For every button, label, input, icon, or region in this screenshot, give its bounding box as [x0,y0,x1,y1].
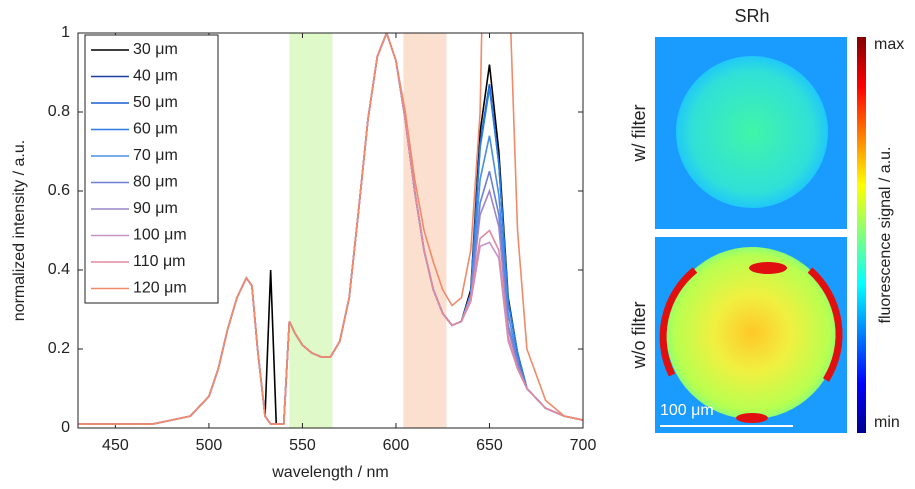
sample-disc [676,56,828,208]
edge-artifact [807,267,843,382]
y-tick-label: 1 [61,24,70,41]
row-label: w/ filter [629,104,649,162]
colorbar [857,37,866,433]
spectrum-chart: 450 500 550 600 650 700 0 0.2 0.4 0.6 0.8 1 waveleng… [11,24,597,481]
series-line [78,33,583,425]
edge-artifact [736,413,768,423]
x-tick-label: 550 [289,437,316,454]
legend-label: 40 μm [133,68,178,85]
x-axis-label: wavelength / nm [271,464,389,481]
legend-label: 120 μm [133,280,187,297]
y-tick-label: 0 [61,419,70,436]
colorbar-max: max [874,36,904,53]
x-tick-label: 500 [196,437,223,454]
image-panel: SRh 100 μm w/ filter w/o filter max min … [629,6,904,433]
x-tick-label: 450 [102,437,129,454]
legend-label: 80 μm [133,174,178,191]
legend-label: 50 μm [133,94,178,111]
x-tick-label: 650 [476,437,503,454]
colorbar-min: min [874,414,900,431]
edge-artifact [659,267,698,377]
y-tick-label: 0.4 [48,261,70,278]
legend-label: 70 μm [133,147,178,164]
scale-bar-label: 100 μm [660,402,714,419]
legend-label: 100 μm [133,227,187,244]
plot-frame [77,32,584,429]
panel-title: SRh [734,6,769,26]
legend: 30 μm 40 μm 50 μm 60 μm 70 μm 80 μm 90 μm 100 μ… [84,34,219,304]
x-tick-label: 600 [383,437,410,454]
row-label: w/o filter [629,301,649,369]
y-tick-label: 0.6 [48,182,70,199]
legend-label: 110 μm [133,253,186,270]
edge-artifact [749,262,787,274]
sample-disc [666,247,838,419]
legend-label: 30 μm [133,41,178,58]
y-tick-label: 0.8 [48,103,70,120]
legend-label: 60 μm [133,121,178,138]
y-axis-label: normalized intensity / a.u. [11,140,28,321]
y-tick-label: 0.2 [48,340,70,357]
colorbar-label: fluorescence signal / a.u. [877,147,894,324]
legend-box [84,34,219,304]
x-tick-label: 700 [570,437,597,454]
shaded-band [289,33,333,428]
shaded-band [403,33,447,428]
legend-label: 90 μm [133,200,178,217]
